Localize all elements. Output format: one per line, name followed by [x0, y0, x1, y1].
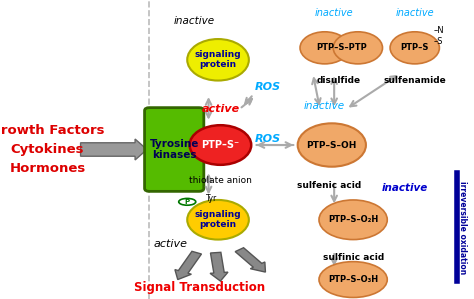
Ellipse shape [300, 32, 349, 64]
Ellipse shape [333, 32, 383, 64]
Ellipse shape [190, 125, 251, 165]
Text: sulfenamide: sulfenamide [383, 76, 446, 85]
Text: inactive: inactive [382, 183, 428, 193]
FancyBboxPatch shape [145, 108, 204, 191]
Text: P: P [185, 199, 190, 205]
Ellipse shape [319, 262, 387, 298]
Text: active: active [154, 239, 188, 249]
Text: signaling
protein: signaling protein [195, 50, 241, 69]
Text: Growth Factors: Growth Factors [0, 123, 105, 137]
Text: inactive: inactive [315, 8, 354, 19]
Text: Hormones: Hormones [9, 162, 85, 176]
Text: PTP–S–PTP: PTP–S–PTP [316, 43, 367, 52]
Text: signaling
protein: signaling protein [195, 210, 241, 229]
FancyArrow shape [235, 248, 265, 272]
Ellipse shape [298, 123, 366, 167]
Text: inactive: inactive [395, 8, 434, 19]
FancyArrow shape [210, 252, 228, 281]
Text: inactive: inactive [174, 16, 215, 26]
Text: irreversible oxidation: irreversible oxidation [458, 181, 466, 274]
Text: ROS: ROS [255, 82, 281, 92]
Text: Signal Transduction: Signal Transduction [134, 280, 264, 294]
Ellipse shape [390, 32, 439, 64]
Text: sulfenic acid: sulfenic acid [297, 181, 362, 190]
Ellipse shape [179, 199, 196, 205]
FancyArrow shape [81, 139, 147, 160]
Text: PTP–S⁻: PTP–S⁻ [201, 140, 239, 150]
Text: Cytokines: Cytokines [10, 143, 84, 156]
Text: Tyrosine
kinases: Tyrosine kinases [149, 139, 199, 160]
Text: active: active [201, 104, 239, 114]
Text: PTP–S–OH: PTP–S–OH [307, 141, 357, 150]
Ellipse shape [187, 39, 249, 80]
Text: inactive: inactive [304, 101, 345, 111]
Text: ROS: ROS [255, 134, 281, 144]
Ellipse shape [319, 200, 387, 239]
Text: Tyr: Tyr [206, 194, 218, 203]
Text: PTP–S: PTP–S [401, 43, 429, 52]
FancyArrow shape [175, 251, 201, 280]
Ellipse shape [187, 200, 249, 239]
Text: PTP–S–O₂H: PTP–S–O₂H [328, 215, 378, 224]
Text: thiolate anion: thiolate anion [189, 176, 252, 185]
Text: sulfinic acid: sulfinic acid [322, 253, 384, 262]
Text: –N
–S: –N –S [434, 26, 444, 45]
Text: disulfide: disulfide [317, 76, 361, 85]
Text: PTP–S–O₃H: PTP–S–O₃H [328, 275, 378, 284]
